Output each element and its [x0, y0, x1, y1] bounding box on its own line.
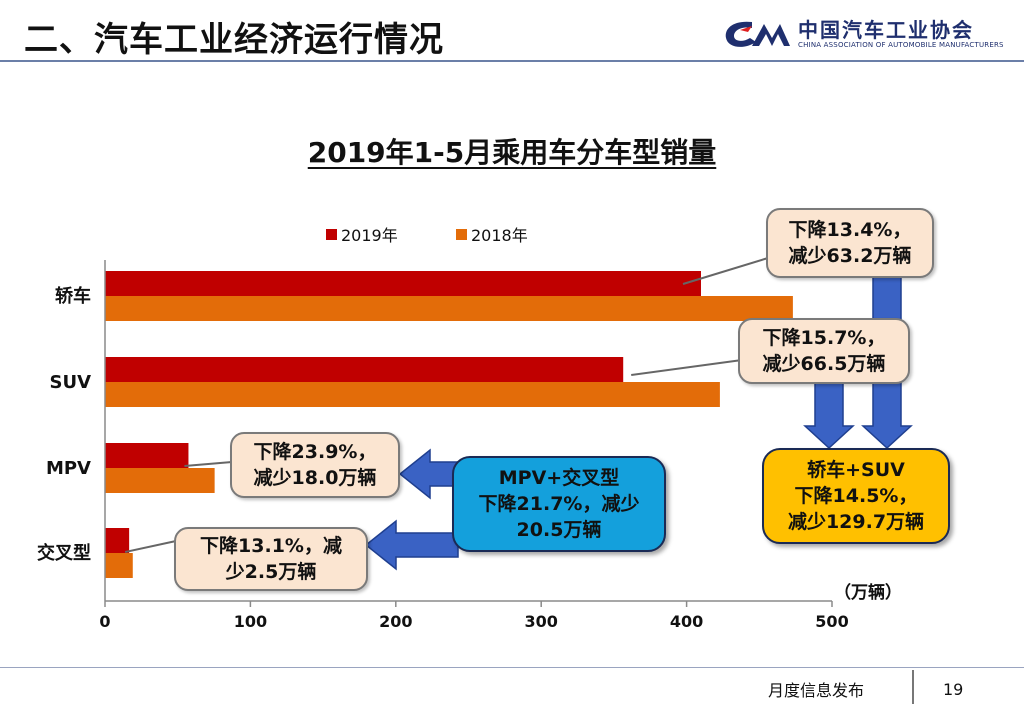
footer-separator	[912, 670, 914, 704]
callout-sedan-line2: 减少63.2万辆	[788, 245, 912, 267]
callout-sedan: 下降13.4%， 减少63.2万辆	[766, 208, 934, 278]
left-arrow-cross	[364, 519, 459, 571]
unit-label: （万辆）	[834, 583, 902, 603]
x-tick-label: 200	[379, 612, 412, 631]
legend-swatch-1	[456, 229, 467, 240]
bar-1-0	[105, 357, 624, 382]
category-label: MPV	[46, 458, 91, 479]
leader-suv	[631, 359, 743, 376]
chart-title: 2019年1-5月乘用车分车型销量	[0, 131, 1024, 171]
callout-sedan-suv-line1: 轿车+SUV	[807, 459, 905, 481]
page-title: 二、汽车工业经济运行情况	[24, 20, 444, 60]
footer-divider	[0, 667, 1024, 668]
callout-mpv-line2: 减少18.0万辆	[253, 467, 377, 489]
category-label: SUV	[49, 372, 91, 393]
leader-mpv	[184, 461, 233, 467]
callout-cross-line1: 下降13.1%，减	[200, 535, 342, 557]
callout-mpv-cross: MPV+交叉型 下降21.7%，减少 20.5万辆	[452, 456, 666, 552]
legend-label: 2019年	[341, 226, 398, 245]
x-tick-label: 100	[234, 612, 267, 631]
footer-label: 月度信息发布	[768, 681, 865, 700]
logo-mark-icon	[725, 21, 790, 47]
leader-sedan	[682, 257, 769, 285]
x-tick-label: 500	[815, 612, 848, 631]
logo-english-text: CHINA ASSOCIATION OF AUTOMOBILE MANUFACT…	[798, 41, 1004, 49]
callout-sedan-line1: 下降13.4%，	[788, 219, 912, 241]
legend-label: 2018年	[471, 226, 528, 245]
callout-sedan-suv-line2: 下降14.5%，	[794, 485, 918, 507]
bar-2-0	[105, 443, 189, 468]
header-divider	[0, 60, 1024, 62]
callout-cross-line2: 少2.5万辆	[225, 561, 317, 583]
bar-2-1	[105, 468, 215, 493]
logo-chinese-text: 中国汽车工业协会	[798, 18, 974, 42]
callout-mpv: 下降23.9%， 减少18.0万辆	[230, 432, 400, 498]
x-tick-label: 400	[670, 612, 703, 631]
logo: 中国汽车工业协会 CHINA ASSOCIATION OF AUTOMOBILE…	[722, 10, 1012, 58]
bar-3-1	[105, 553, 133, 578]
x-tick-label: 0	[99, 612, 110, 631]
left-arrow-mpv	[398, 448, 459, 500]
page-number: 19	[943, 680, 964, 699]
category-label: 轿车	[55, 285, 91, 307]
callout-suv-line1: 下降15.7%，	[762, 327, 886, 349]
leader-cross	[124, 540, 177, 553]
bar-0-0	[105, 271, 701, 296]
callout-mpv-line1: 下降23.9%，	[253, 441, 377, 463]
callout-cross: 下降13.1%，减 少2.5万辆	[174, 527, 368, 591]
callout-suv: 下降15.7%， 减少66.5万辆	[738, 318, 910, 384]
down-arrow-suv	[803, 377, 855, 450]
bar-1-1	[105, 382, 720, 407]
x-tick-label: 300	[524, 612, 557, 631]
legend-swatch-0	[326, 229, 337, 240]
bar-0-1	[105, 296, 793, 321]
callout-mpv-cross-line3: 20.5万辆	[516, 519, 602, 541]
callout-mpv-cross-line2: 下降21.7%，减少	[478, 493, 640, 515]
category-label: 交叉型	[37, 542, 91, 564]
callout-sedan-suv-line3: 减少129.7万辆	[787, 511, 925, 533]
callout-suv-line2: 减少66.5万辆	[762, 353, 886, 375]
callout-sedan-suv: 轿车+SUV 下降14.5%， 减少129.7万辆	[762, 448, 950, 544]
bar-3-0	[105, 528, 130, 553]
callout-mpv-cross-line1: MPV+交叉型	[498, 467, 620, 489]
chart-title-text: 2019年1-5月乘用车分车型销量	[307, 136, 717, 169]
